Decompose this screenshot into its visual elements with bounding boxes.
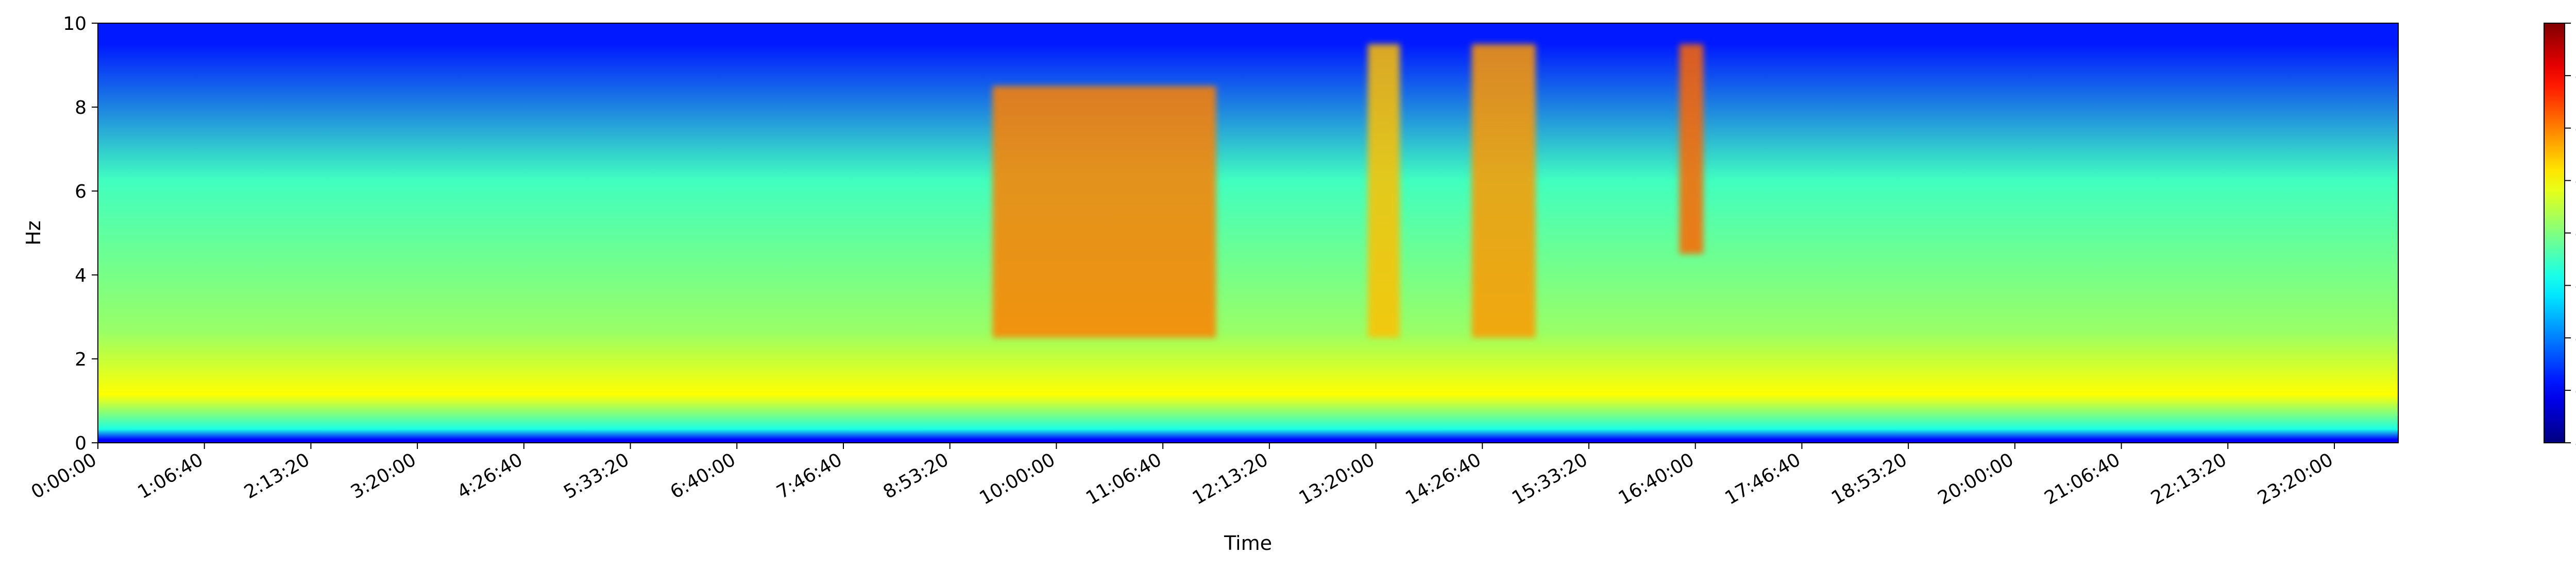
colorbar-tick-label: -60 dB bbox=[2575, 328, 2576, 349]
x-axis-label: Time bbox=[1224, 532, 1272, 555]
y-tick-label: 10 bbox=[63, 13, 87, 34]
x-tick-label: 22:13:20 bbox=[2147, 449, 2230, 509]
x-tick-label: 0:00:00 bbox=[28, 449, 100, 503]
spectrogram-background bbox=[98, 23, 2398, 443]
colorbar-tick-label: -50 dB bbox=[2575, 275, 2576, 297]
x-tick-label: 3:20:00 bbox=[347, 449, 420, 503]
colorbar-tick-label: -40 dB bbox=[2575, 223, 2576, 245]
x-axis: 0:00:00 1:06:40 2:13:20 3:20:00 4:26:40 5:33:… bbox=[28, 443, 2337, 509]
y-tick-label: 0 bbox=[75, 433, 87, 454]
x-tick-label: 16:40:00 bbox=[1615, 449, 1698, 509]
x-tick-label: 11:06:40 bbox=[1082, 449, 1165, 509]
x-tick-label: 10:00:00 bbox=[976, 449, 1059, 509]
spectrogram-plot-area bbox=[97, 23, 2399, 443]
x-tick-label: 4:26:40 bbox=[454, 449, 527, 503]
plot-frame bbox=[97, 23, 2399, 443]
energy-hotspot bbox=[992, 86, 1216, 338]
colorbar-scale bbox=[2544, 23, 2565, 443]
x-tick-label: 2:13:20 bbox=[241, 449, 313, 503]
x-tick-label: 15:33:20 bbox=[1509, 449, 1591, 509]
energy-hotspot bbox=[1368, 44, 1400, 338]
colorbar-tick-label: -20 dB bbox=[2575, 118, 2576, 140]
x-tick-label: 18:53:20 bbox=[1828, 449, 1911, 509]
y-tick-label: 6 bbox=[75, 181, 87, 202]
x-tick-label: 23:20:00 bbox=[2254, 449, 2337, 509]
y-axis-label: Hz bbox=[22, 220, 45, 246]
x-tick-label: 14:26:40 bbox=[1402, 449, 1485, 509]
colorbar-tick-label: -30 dB bbox=[2575, 171, 2576, 192]
y-tick-label: 2 bbox=[75, 349, 87, 370]
y-tick-label: 8 bbox=[75, 97, 87, 118]
x-tick-label: 5:33:20 bbox=[560, 449, 633, 503]
colorbar-tick-label: -70 dB bbox=[2575, 380, 2576, 402]
y-tick-label: 4 bbox=[75, 265, 87, 286]
x-tick-label: 7:46:40 bbox=[773, 449, 846, 503]
x-tick-label: 20:00:00 bbox=[1935, 449, 2018, 509]
x-tick-label: 13:20:00 bbox=[1296, 449, 1379, 509]
x-tick-label: 1:06:40 bbox=[134, 449, 207, 503]
colorbar-ticks: +0 dB -10 dB -20 dB -30 dB -40 dB -50 dB -60 d… bbox=[2565, 13, 2576, 454]
x-tick-label: 21:06:40 bbox=[2041, 449, 2124, 509]
colorbar-tick-label: -80 dB bbox=[2575, 433, 2576, 454]
energy-hotspots bbox=[992, 44, 1704, 338]
colorbar-tick-label: -10 dB bbox=[2575, 66, 2576, 87]
colorbar: +0 dB -10 dB -20 dB -30 dB -40 dB -50 dB -60 d… bbox=[2544, 13, 2576, 454]
x-tick-label: 12:13:20 bbox=[1189, 449, 1272, 509]
x-tick-label: 6:40:00 bbox=[667, 449, 739, 503]
y-axis: 0 2 4 6 8 10 bbox=[63, 13, 98, 454]
energy-hotspot bbox=[1471, 44, 1536, 338]
x-tick-label: 17:46:40 bbox=[1721, 449, 1804, 509]
energy-hotspot bbox=[1679, 44, 1704, 254]
x-tick-label: 8:53:20 bbox=[880, 449, 953, 503]
colorbar-tick-label: +0 dB bbox=[2575, 13, 2576, 34]
